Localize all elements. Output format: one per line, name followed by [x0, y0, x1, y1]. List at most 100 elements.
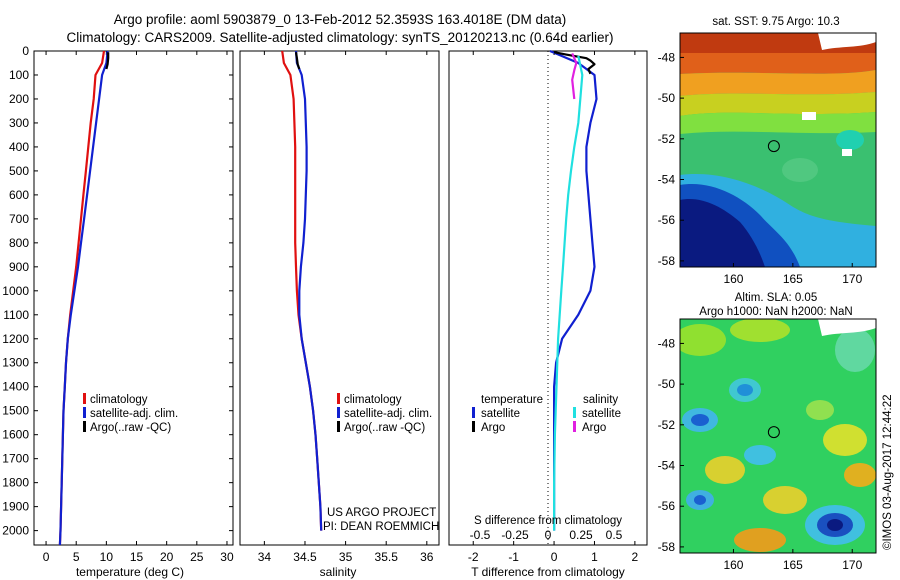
- series-line-satellite-adj-clim-: [58, 50, 109, 546]
- s-diff-tick: -0.25: [501, 528, 529, 542]
- x-tick-label: 1: [591, 550, 598, 564]
- lat-tick-label: -54: [658, 173, 676, 187]
- depth-tick-label: 100: [9, 68, 29, 82]
- sst-map-ticks: 160 165 170 -48 -50 -52 -54 -56 -58: [658, 50, 863, 286]
- lon-tick-label: 165: [783, 558, 803, 572]
- temperature-legend: climatology satellite-adj. clim. Argo(..…: [83, 393, 178, 434]
- s-diff-tick: 0.25: [569, 528, 593, 542]
- x-tick-label: 0: [551, 550, 558, 564]
- legend-swatch-climatology: [83, 393, 86, 404]
- depth-tick-label: 900: [9, 260, 29, 274]
- lat-tick-label: -48: [658, 336, 676, 350]
- argo-position-marker: [767, 140, 780, 153]
- lat-tick-label: -52: [658, 132, 676, 146]
- temperature-panel: 0100200300400500600700800900100011001200…: [2, 44, 647, 579]
- temperature-plot-frame: [33, 50, 234, 546]
- series-line-satellite-adj-clim-: [294, 50, 323, 531]
- depth-tick-label: 1600: [2, 428, 29, 442]
- legend-swatch-temp-argo: [472, 421, 475, 432]
- s-diff-tick: 0: [545, 528, 552, 542]
- x-tick-label: 36: [420, 550, 434, 564]
- depth-tick-label: 1700: [2, 452, 29, 466]
- legend-swatch-satellite: [337, 407, 340, 418]
- x-tick-label: 35: [339, 550, 353, 564]
- x-tick-label: 2: [632, 550, 639, 564]
- legend-sal-argo: Argo: [582, 422, 606, 434]
- sla-map-field: [680, 319, 876, 553]
- legend-climatology: climatology: [344, 394, 402, 406]
- difference-plot-frame: [448, 50, 648, 546]
- salinity-axis-label: salinity: [320, 565, 357, 579]
- lat-tick-label: -50: [658, 91, 676, 105]
- imos-watermark: ©IMOS 03-Aug-2017 12:44:22: [882, 394, 894, 550]
- depth-tick-label: 0: [22, 44, 29, 58]
- legend-swatch-argo: [83, 421, 86, 432]
- legend-swatch-sal-argo: [573, 421, 576, 432]
- legend-temperature-title: temperature: [481, 394, 543, 406]
- lat-tick-label: -56: [658, 499, 676, 513]
- depth-tick-label: 1800: [2, 476, 29, 490]
- legend-swatch-satellite: [83, 407, 86, 418]
- legend-argo: Argo(..raw -QC): [90, 422, 171, 434]
- x-tick-label: -1: [508, 550, 519, 564]
- depth-tick-label: 1000: [2, 284, 29, 298]
- depth-tick-label: 300: [9, 116, 29, 130]
- depth-tick-label: 1900: [2, 500, 29, 514]
- sla-map-frame: [679, 318, 877, 554]
- x-tick-label: 20: [160, 550, 174, 564]
- lon-tick-label: 165: [783, 272, 803, 286]
- sst-map-field: [680, 33, 876, 267]
- legend-argo: Argo(..raw -QC): [344, 422, 425, 434]
- lat-tick-label: -52: [658, 418, 676, 432]
- temperature-axis-ticks: 0 5 10 15 20 25 30: [43, 51, 234, 564]
- x-tick-label: 0: [43, 550, 50, 564]
- x-tick-label: 10: [100, 550, 114, 564]
- x-tick-label: 35.5: [375, 550, 399, 564]
- s-diff-tick: -0.5: [470, 528, 491, 542]
- legend-climatology: climatology: [90, 394, 148, 406]
- lon-tick-label: 160: [723, 558, 743, 572]
- lon-tick-label: 160: [723, 272, 743, 286]
- project-annotation: US ARGO PROJECT: [327, 507, 436, 519]
- x-tick-label: -2: [468, 550, 479, 564]
- temperature-axis-label: temperature (deg C): [76, 565, 184, 579]
- salinity-axis-ticks: 34 34.5 35 35.5 36: [258, 51, 434, 564]
- x-tick-label: 30: [220, 550, 234, 564]
- depth-tick-label: 1200: [2, 332, 29, 346]
- depth-tick-label: 400: [9, 140, 29, 154]
- lat-tick-label: -50: [658, 377, 676, 391]
- x-tick-label: 34: [258, 550, 272, 564]
- lat-tick-label: -48: [658, 50, 676, 64]
- s-diff-tick: 0.5: [606, 528, 623, 542]
- salinity-series: [281, 50, 323, 531]
- legend-swatch-temp-satellite: [472, 407, 475, 418]
- sst-map-panel: sat. SST: 9.75 Argo: 10.3 160 165 170-48-5: [658, 16, 877, 286]
- legend-swatch-argo: [337, 421, 340, 432]
- figure-title-line-1: Argo profile: aoml 5903879_0 13-Feb-2012…: [113, 12, 567, 27]
- salinity-panel: 34 34.5 35 35.5 36 salinity climatology sate…: [239, 50, 440, 579]
- legend-temp-satellite: satellite: [481, 408, 520, 420]
- salinity-difference-ticks: -0.5 -0.25 0 0.25 0.5: [470, 528, 623, 542]
- legend-salinity-title: salinity: [583, 394, 618, 406]
- legend-swatch-sal-satellite: [573, 407, 576, 418]
- depth-tick-label: 1100: [3, 308, 29, 322]
- salinity-legend: climatology satellite-adj. clim. Argo(..…: [337, 393, 432, 434]
- depth-tick-label: 700: [9, 212, 29, 226]
- x-tick-label: 25: [190, 550, 204, 564]
- sla-map-ticks: 160 165 170 -48 -50 -52 -54 -56 -58: [658, 336, 863, 572]
- x-tick-label: 34.5: [293, 550, 317, 564]
- depth-tick-label: 2000: [2, 524, 29, 538]
- lat-tick-label: -54: [658, 459, 676, 473]
- legend-satellite: satellite-adj. clim.: [90, 408, 178, 420]
- legend-swatch-climatology: [337, 393, 340, 404]
- difference-legend: temperature salinity satellite Argo sate…: [472, 394, 621, 434]
- depth-tick-label: 800: [9, 236, 29, 250]
- x-tick-label: 15: [130, 550, 144, 564]
- lat-tick-label: -58: [658, 254, 676, 268]
- sst-map-title: sat. SST: 9.75 Argo: 10.3: [712, 16, 839, 28]
- pi-annotation: PI: DEAN ROEMMICH: [323, 521, 439, 533]
- depth-tick-label: 600: [9, 188, 29, 202]
- legend-temp-argo: Argo: [481, 422, 505, 434]
- legend-satellite: satellite-adj. clim.: [344, 408, 432, 420]
